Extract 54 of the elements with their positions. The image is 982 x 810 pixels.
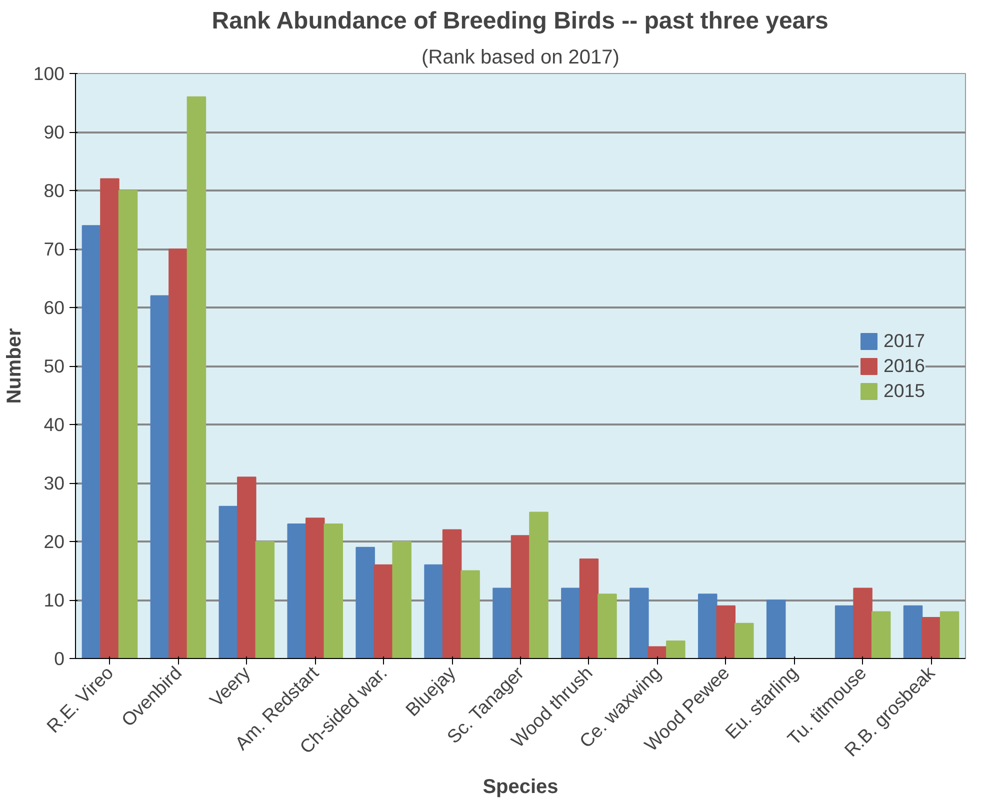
bar [392, 541, 412, 658]
y-tick-label: 70 [44, 238, 65, 260]
chart-title: Rank Abundance of Breeding Birds -- past three years [212, 8, 828, 34]
bar [922, 617, 941, 658]
bar [598, 594, 617, 658]
legend-label: 2015 [883, 380, 925, 402]
bar [561, 588, 580, 658]
y-tick-label: 80 [44, 180, 65, 201]
y-tick-label: 50 [44, 356, 65, 376]
y-tick-label: 30 [44, 472, 65, 494]
bar [118, 190, 138, 658]
bar [666, 640, 686, 658]
bar [766, 600, 786, 658]
bar [698, 594, 718, 658]
bar [903, 605, 923, 658]
bar [287, 523, 306, 658]
bar [529, 512, 548, 658]
bar [186, 96, 206, 658]
y-tick-label: 90 [44, 122, 65, 142]
chart-subtitle: (Rank based on 2017) [422, 46, 620, 68]
bar [940, 611, 960, 658]
y-tick-label: 20 [44, 531, 65, 552]
y-tick-label: 10 [44, 590, 65, 610]
legend-label: 2017 [883, 330, 925, 352]
bar [630, 588, 649, 658]
legend-label: 2016 [883, 354, 925, 376]
bar [424, 564, 444, 658]
bar [871, 611, 891, 658]
bar [716, 605, 736, 658]
bar [100, 178, 120, 658]
y-axis-title: Number [3, 328, 26, 404]
y-tick-label: 60 [44, 297, 65, 318]
bar [255, 541, 275, 658]
bar [442, 529, 462, 658]
bar [734, 622, 754, 658]
bar [218, 506, 238, 658]
bar [510, 535, 530, 658]
bar [460, 570, 480, 658]
bar [834, 605, 854, 658]
bar [324, 523, 343, 658]
bar [579, 558, 599, 658]
bar [356, 546, 375, 658]
y-tick-label: 40 [44, 414, 65, 435]
bar [82, 225, 102, 658]
bar [237, 476, 256, 658]
bar [853, 588, 872, 658]
y-tick-label: 0 [54, 648, 65, 669]
x-axis-title: Species [482, 776, 558, 798]
bar [168, 248, 188, 658]
bar [374, 564, 394, 658]
y-tick-label: 100 [33, 63, 65, 84]
bar [492, 588, 512, 658]
bar [305, 518, 325, 658]
bar [150, 295, 170, 658]
